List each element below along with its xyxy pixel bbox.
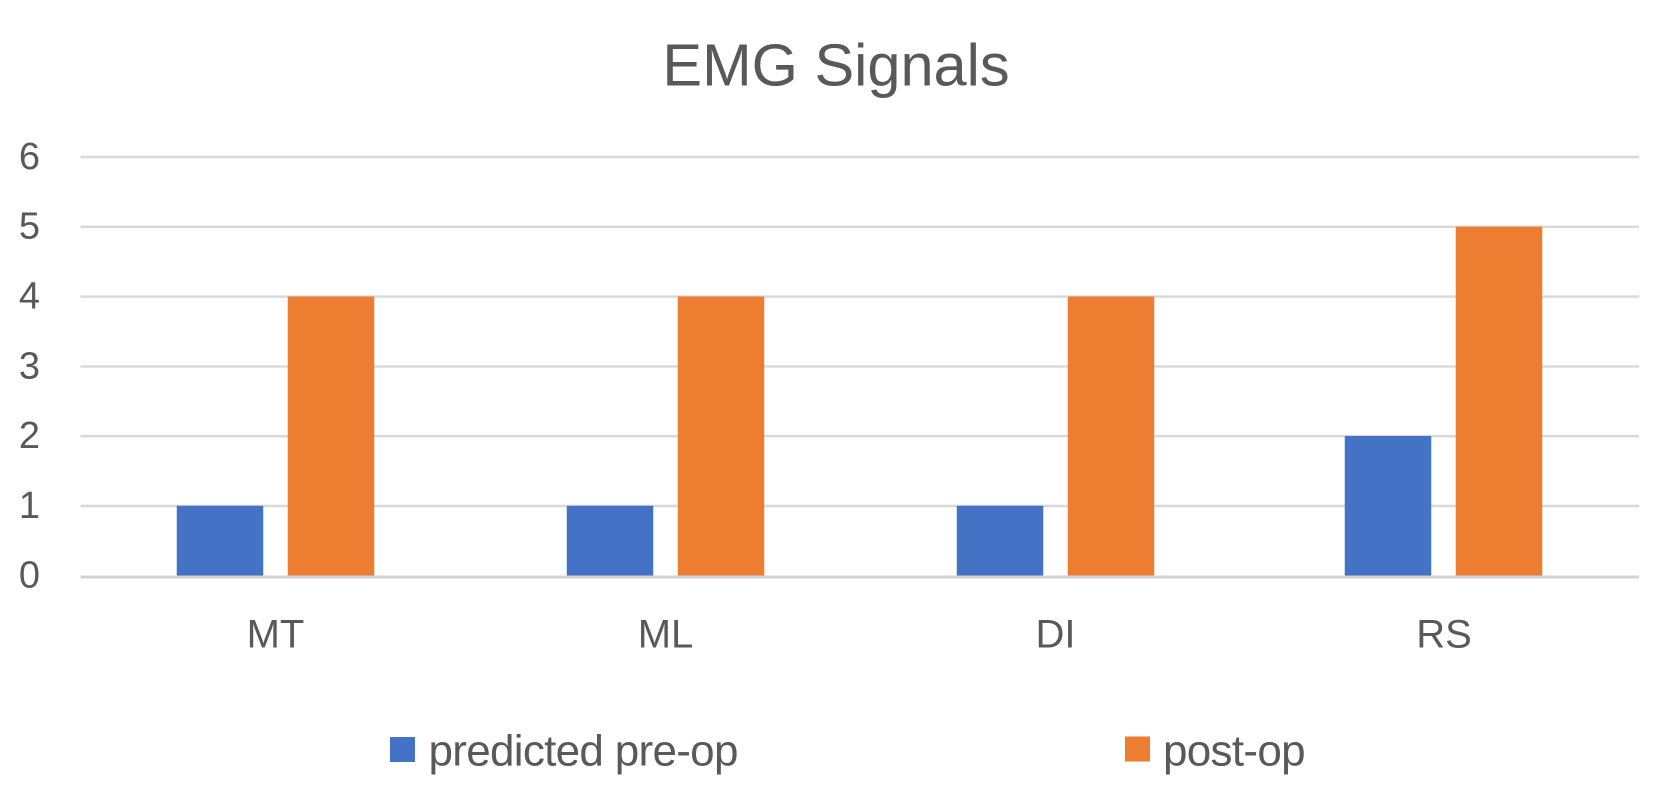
svg-text:3: 3: [19, 345, 40, 387]
svg-text:MT: MT: [247, 613, 305, 657]
svg-text:0: 0: [19, 555, 40, 597]
svg-text:DI: DI: [1036, 613, 1076, 657]
svg-text:2: 2: [19, 415, 40, 457]
svg-text:predicted pre-op: predicted pre-op: [429, 727, 738, 776]
svg-text:post-op: post-op: [1163, 727, 1305, 776]
svg-text:1: 1: [19, 485, 40, 527]
svg-text:ML: ML: [638, 613, 694, 657]
svg-text:5: 5: [19, 206, 40, 248]
svg-text:EMG Signals: EMG Signals: [662, 31, 1009, 98]
svg-text:4: 4: [19, 276, 40, 318]
svg-text:RS: RS: [1416, 613, 1472, 657]
svg-text:6: 6: [19, 136, 40, 178]
